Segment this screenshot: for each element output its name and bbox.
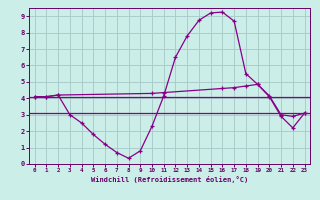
X-axis label: Windchill (Refroidissement éolien,°C): Windchill (Refroidissement éolien,°C) <box>91 176 248 183</box>
